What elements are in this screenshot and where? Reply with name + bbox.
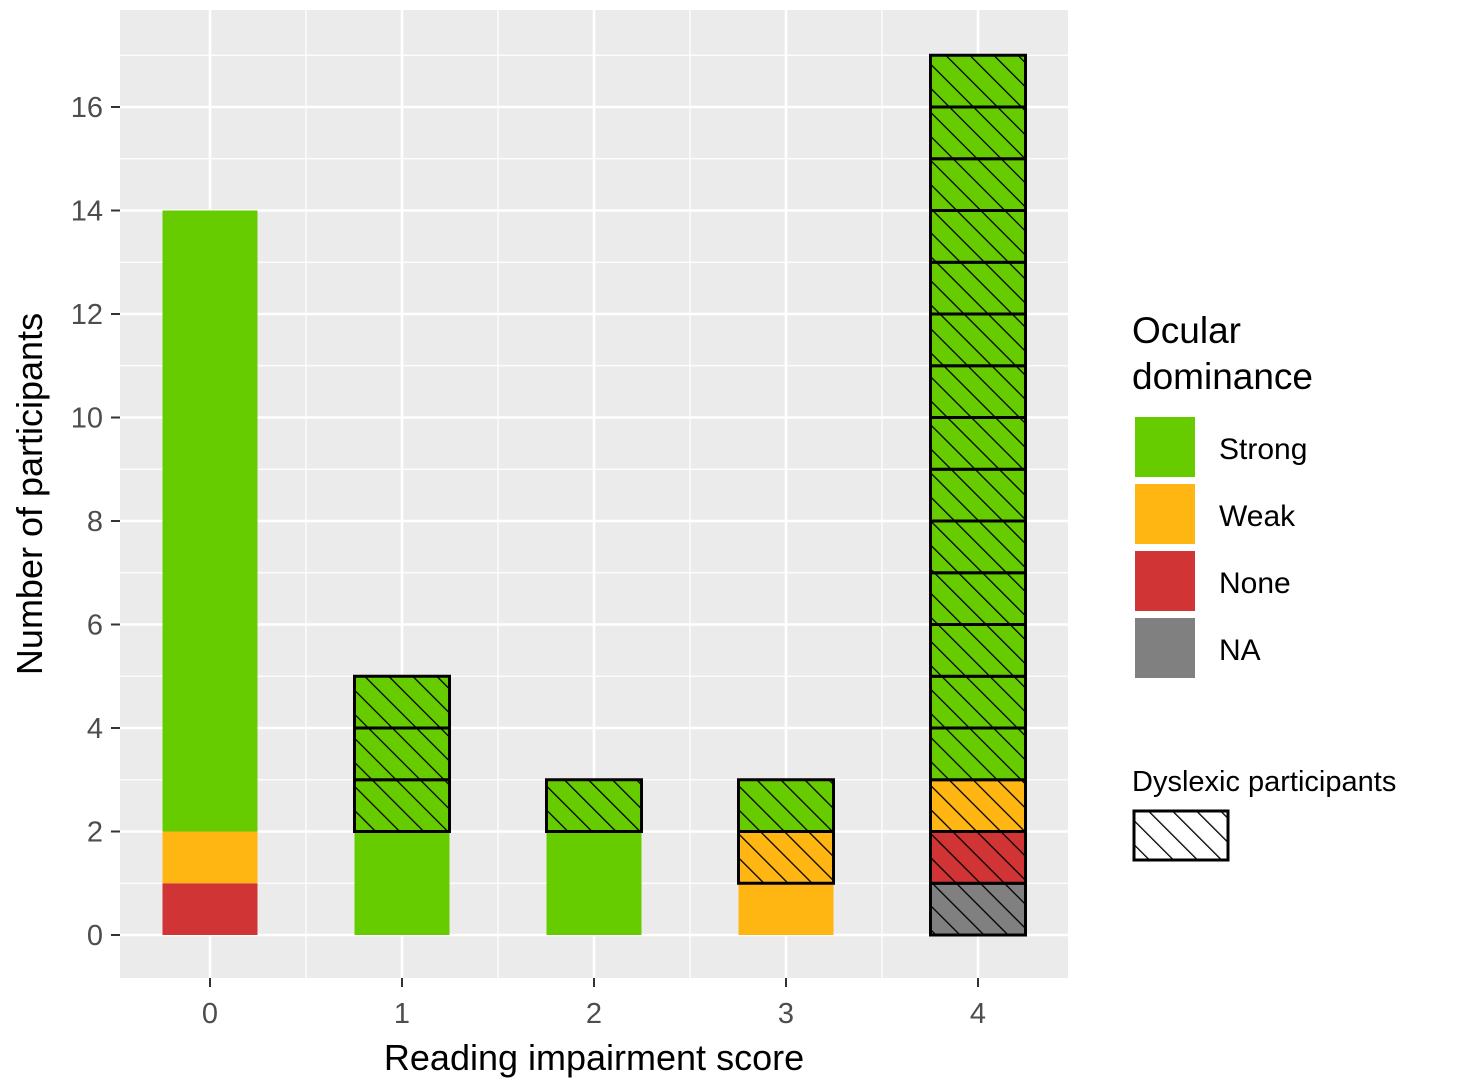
legend-title-line-1: Ocular bbox=[1132, 310, 1241, 351]
x-tick-label: 0 bbox=[202, 998, 218, 1030]
x-tick-label: 1 bbox=[394, 998, 410, 1030]
legend-pattern-title: Dyslexic participants bbox=[1132, 766, 1396, 798]
bar-segment-hatch bbox=[929, 312, 1027, 368]
legend-pattern-key-hatch bbox=[1132, 809, 1230, 862]
y-tick-label: 12 bbox=[71, 299, 103, 331]
bar-segment-hatch bbox=[929, 260, 1027, 316]
bar-segment-hatch bbox=[353, 778, 451, 833]
y-tick-label: 8 bbox=[87, 506, 103, 538]
bar-segment bbox=[738, 883, 834, 935]
x-tick-label: 2 bbox=[586, 998, 602, 1030]
bar-segment bbox=[162, 883, 258, 935]
y-axis-title: Number of participants bbox=[9, 313, 50, 675]
bar-segment-hatch bbox=[929, 53, 1027, 109]
bar-segment-hatch bbox=[929, 726, 1027, 782]
legend: Ocular dominance Strong Weak None NA Dyslex… bbox=[1132, 310, 1396, 862]
legend-label-weak: Weak bbox=[1219, 500, 1296, 533]
legend-label-strong: Strong bbox=[1219, 433, 1307, 466]
legend-key-na bbox=[1133, 616, 1197, 680]
legend-entries: Strong Weak None NA bbox=[1133, 415, 1307, 680]
x-axis-title: Reading impairment score bbox=[384, 1037, 804, 1078]
bar-segment bbox=[546, 831, 642, 935]
legend-label-na: NA bbox=[1219, 634, 1261, 667]
legend-label-none: None bbox=[1219, 567, 1291, 600]
bar-segment-hatch bbox=[929, 519, 1027, 575]
y-tick-label: 14 bbox=[71, 196, 103, 228]
bar-segment-hatch bbox=[929, 571, 1027, 626]
bar-segment-hatch bbox=[929, 830, 1027, 885]
bars bbox=[162, 53, 1027, 937]
x-tick-label: 4 bbox=[970, 998, 986, 1030]
y-tick-label: 10 bbox=[71, 403, 103, 435]
bar-segment-hatch bbox=[929, 209, 1027, 264]
legend-title-line-2: dominance bbox=[1132, 356, 1313, 397]
bar-segment-hatch bbox=[929, 778, 1027, 833]
bar-segment-hatch bbox=[929, 467, 1027, 523]
legend-key-none bbox=[1133, 549, 1197, 613]
bar-segment-hatch bbox=[929, 105, 1027, 161]
y-tick-label: 6 bbox=[87, 610, 103, 642]
bar-segment-hatch bbox=[737, 778, 835, 833]
bar-segment-hatch bbox=[353, 726, 451, 782]
x-axis: 0 1 2 3 4 bbox=[202, 978, 986, 1030]
bar-segment-hatch bbox=[929, 623, 1027, 678]
y-tick-label: 4 bbox=[87, 713, 103, 745]
y-tick-label: 2 bbox=[87, 817, 103, 849]
y-tick-label: 16 bbox=[71, 92, 103, 124]
bar-segment-hatch bbox=[737, 830, 835, 885]
legend-key-weak bbox=[1133, 482, 1197, 546]
bar-segment-hatch bbox=[929, 364, 1027, 419]
y-tick-label: 0 bbox=[87, 920, 103, 952]
bar-segment-hatch bbox=[929, 674, 1027, 730]
x-tick-label: 3 bbox=[778, 998, 794, 1030]
bar-segment bbox=[162, 210, 258, 832]
bar-segment-hatch bbox=[929, 881, 1027, 937]
bar-segment bbox=[354, 831, 450, 935]
legend-key-strong bbox=[1133, 415, 1197, 479]
y-axis: 0 2 4 6 8 10 12 14 16 bbox=[71, 92, 120, 952]
bar-segment-hatch bbox=[353, 674, 451, 730]
bar-segment-hatch bbox=[929, 157, 1027, 212]
bar-segment bbox=[162, 831, 258, 884]
bar-segment-hatch bbox=[929, 416, 1027, 471]
bar-segment-hatch bbox=[545, 778, 643, 833]
